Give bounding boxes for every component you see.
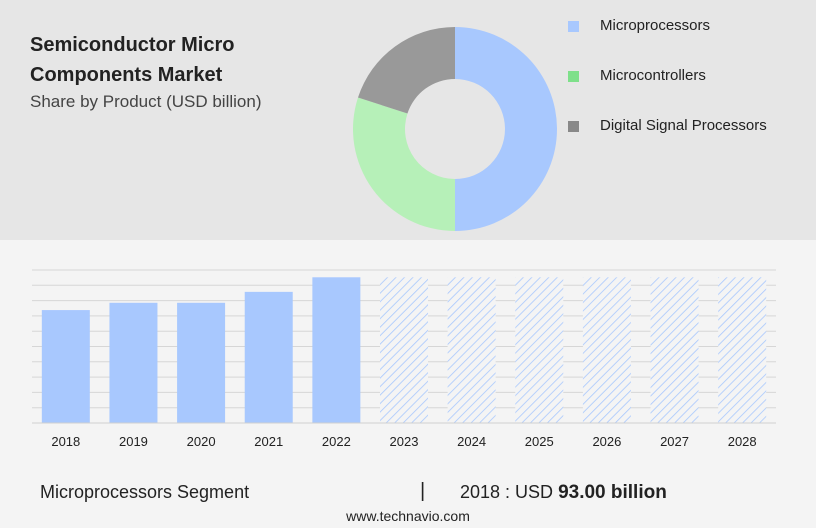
- footer-separator: |: [420, 480, 426, 502]
- legend-label-microcontrollers: Microcontrollers: [600, 67, 706, 84]
- donut-slice-microcontrollers: [353, 97, 455, 231]
- x-tick-label-2019: 2019: [119, 434, 148, 449]
- x-tick-label-2026: 2026: [592, 434, 621, 449]
- legend-label-microprocessors: Microprocessors: [600, 17, 711, 34]
- bar-2018: [41, 310, 90, 423]
- footer-value: 2018 : USD 93.00 billion: [460, 482, 667, 504]
- bar-2020: [177, 302, 226, 423]
- legend-swatch-microprocessors: [568, 21, 579, 32]
- legend-swatch-dsp: [568, 121, 579, 132]
- chart-title: Semiconductor Micro Components Market: [30, 30, 330, 90]
- x-tick-label-2023: 2023: [390, 434, 419, 449]
- bar-2024: [447, 277, 496, 423]
- legend-item-microcontrollers: Microcontrollers: [568, 66, 808, 86]
- chart-subtitle: Share by Product (USD billion): [30, 92, 262, 111]
- bar-2021: [244, 291, 293, 423]
- bar-2023: [380, 277, 428, 423]
- footer-value-amount: 93.00 billion: [558, 482, 667, 503]
- donut-chart: [353, 27, 557, 231]
- x-tick-label-2018: 2018: [51, 434, 80, 449]
- x-tick-label-2020: 2020: [187, 434, 216, 449]
- legend-label-dsp: Digital Signal Processors: [600, 117, 767, 134]
- legend-item-dsp: Digital Signal Processors: [568, 116, 808, 136]
- donut-slice-dsp: [357, 27, 455, 114]
- donut-slice-microprocessors: [455, 27, 557, 231]
- bar-2022: [312, 277, 361, 423]
- bar-2019: [109, 302, 158, 423]
- footer-segment-label: Microprocessors Segment: [40, 482, 250, 502]
- bar-2027: [650, 277, 699, 423]
- bar-2026: [582, 277, 631, 423]
- x-tick-label-2021: 2021: [254, 434, 283, 449]
- x-tick-label-2025: 2025: [525, 434, 554, 449]
- chart-title-line-1: Semiconductor Micro: [30, 34, 235, 56]
- legend-item-microprocessors: Microprocessors: [568, 16, 808, 36]
- footer-year-label: 2018 : USD: [460, 482, 559, 502]
- chart-title-line-2: Components Market: [30, 64, 223, 86]
- bar-2028: [718, 277, 767, 423]
- x-tick-label-2022: 2022: [322, 434, 351, 449]
- legend-swatch-microcontrollers: [568, 71, 579, 82]
- footer-url: www.technavio.com: [346, 508, 470, 524]
- bar-chart: 2018 2019 2020 2021 2022 2023 2024 2025 2026 2027…: [32, 269, 776, 449]
- x-tick-label-2027: 2027: [660, 434, 689, 449]
- x-tick-label-2024: 2024: [457, 434, 486, 449]
- x-tick-label-2028: 2028: [728, 434, 757, 449]
- bar-2025: [515, 277, 564, 423]
